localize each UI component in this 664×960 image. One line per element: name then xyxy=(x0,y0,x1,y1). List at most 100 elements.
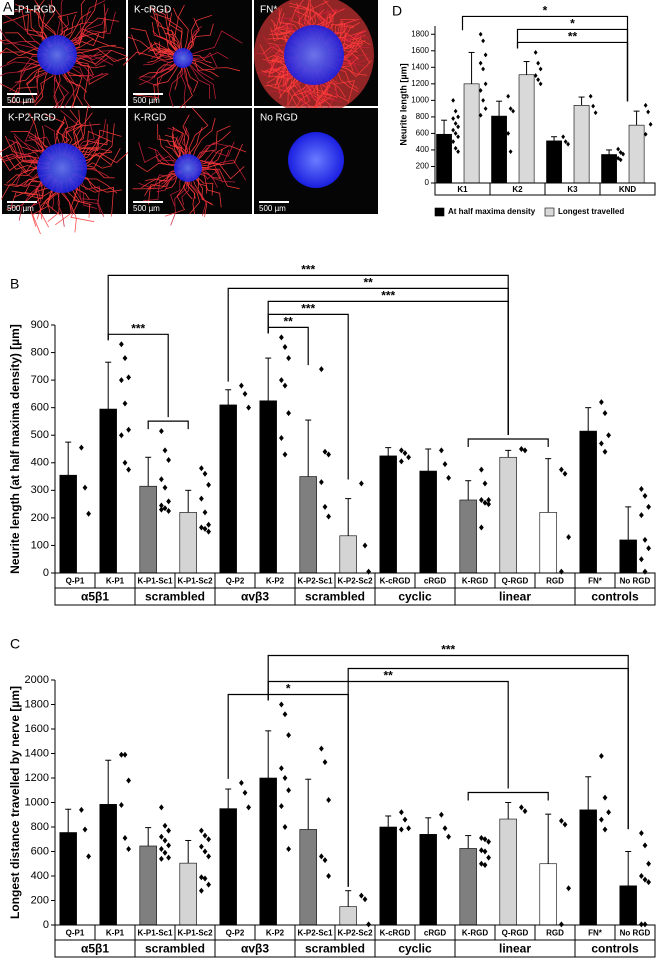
data-point xyxy=(453,121,458,126)
data-point xyxy=(446,833,451,840)
y-tick-label: 1400 xyxy=(25,747,49,759)
panel-label: B xyxy=(10,276,19,292)
data-point xyxy=(242,789,248,796)
neurite xyxy=(147,54,179,63)
image-label: K-RGD xyxy=(134,113,166,124)
data-point xyxy=(159,846,164,853)
y-axis-label: Longest distance travelled by nerve [µm] xyxy=(8,686,22,919)
x-tick-label: K-P2 xyxy=(266,929,285,938)
data-point xyxy=(286,410,291,417)
x-tick-label: cRGD xyxy=(424,929,446,938)
data-point xyxy=(479,466,484,473)
data-point xyxy=(162,484,168,491)
panel-label: A xyxy=(3,0,13,15)
x-tick-label: K-P1-Sc2 xyxy=(177,929,213,938)
data-point xyxy=(486,501,491,508)
data-point xyxy=(322,503,328,510)
significance-label: *** xyxy=(441,643,455,657)
micrograph: FN* xyxy=(254,0,378,115)
group-label: scrambled xyxy=(145,942,205,956)
data-point xyxy=(202,509,208,516)
data-point xyxy=(282,451,288,458)
y-tick-label: 1600 xyxy=(411,46,429,55)
data-point xyxy=(159,428,164,435)
bar xyxy=(299,476,317,574)
y-tick-label: 900 xyxy=(31,319,49,331)
data-point xyxy=(166,508,171,514)
group-label: cyclic xyxy=(398,590,432,604)
y-axis-label: Neurite length (at half maxima density) … xyxy=(8,324,22,574)
significance-bracket xyxy=(461,15,629,102)
data-point xyxy=(86,510,91,517)
bar xyxy=(99,804,117,926)
neurite xyxy=(194,163,245,180)
data-point xyxy=(279,334,284,341)
significance-bracket xyxy=(267,654,629,830)
x-tick-label: K-RGD xyxy=(462,577,488,586)
neurite xyxy=(187,52,218,68)
data-point xyxy=(162,837,168,844)
data-point xyxy=(566,885,571,892)
data-point xyxy=(199,524,204,531)
data-point xyxy=(319,853,324,860)
x-tick-label: K-RGD xyxy=(462,929,488,938)
data-point xyxy=(642,921,648,928)
y-tick-label: 200 xyxy=(31,894,49,906)
y-tick-label: 1800 xyxy=(25,698,49,710)
ganglion xyxy=(174,154,202,182)
data-point xyxy=(159,855,164,862)
group-label: α5β1 xyxy=(81,942,109,956)
data-point xyxy=(199,495,204,502)
data-point xyxy=(406,454,411,461)
group-bracket xyxy=(467,438,549,447)
data-point xyxy=(326,513,331,520)
data-point xyxy=(206,521,211,528)
neurite xyxy=(150,15,180,55)
ganglion xyxy=(284,25,344,85)
group-label: α5β1 xyxy=(81,590,109,604)
image-label: FN* xyxy=(260,5,277,16)
data-point xyxy=(643,131,648,137)
data-point xyxy=(79,444,84,451)
data-point xyxy=(453,131,458,136)
data-point xyxy=(562,470,568,477)
data-point xyxy=(519,804,524,811)
bar xyxy=(299,829,317,926)
data-point xyxy=(202,470,208,477)
data-point xyxy=(481,38,486,44)
neurite xyxy=(186,61,211,99)
legend-swatch xyxy=(544,207,555,217)
neurite xyxy=(194,143,243,167)
data-point xyxy=(439,811,444,818)
data-point xyxy=(206,481,211,488)
data-point xyxy=(279,434,284,441)
y-tick-label: 1200 xyxy=(25,772,49,784)
neurite xyxy=(144,171,183,196)
data-point xyxy=(399,809,404,816)
data-point xyxy=(559,921,564,928)
x-tick-label: Q-P1 xyxy=(66,577,85,586)
data-point xyxy=(479,847,484,854)
panel-label: D xyxy=(392,3,402,19)
data-point xyxy=(326,451,331,458)
neurite xyxy=(177,4,189,54)
x-tick-label: No RGD xyxy=(620,577,651,586)
data-point xyxy=(206,528,211,535)
data-point xyxy=(559,817,564,824)
y-tick-label: 400 xyxy=(31,870,49,882)
data-point xyxy=(483,52,488,58)
bar xyxy=(499,818,517,926)
x-tick-label: K-P2-Sc1 xyxy=(297,929,333,938)
bar xyxy=(419,834,437,926)
data-point xyxy=(639,512,644,519)
data-point xyxy=(162,849,168,856)
data-point xyxy=(122,751,128,758)
neurite xyxy=(147,171,183,205)
significance-label: * xyxy=(570,16,575,30)
data-point xyxy=(322,857,328,864)
x-tick-label: K-P1-Sc1 xyxy=(137,929,173,938)
neurite xyxy=(142,171,183,202)
x-tick-label: Q-RGD xyxy=(502,577,529,586)
significance-label: *** xyxy=(131,321,145,335)
